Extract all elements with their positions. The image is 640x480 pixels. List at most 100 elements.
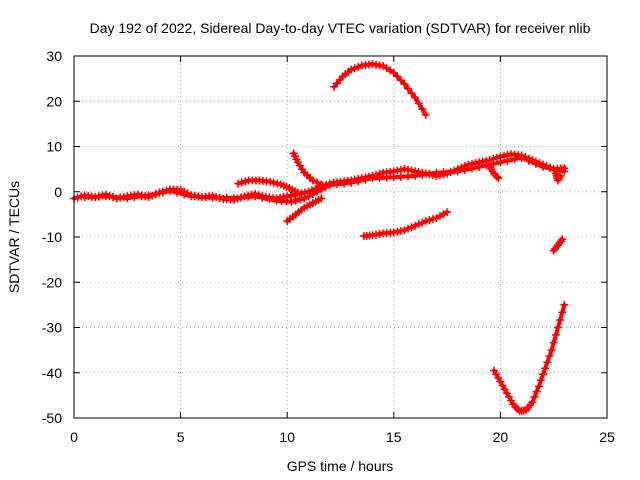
data-point xyxy=(269,178,278,187)
chart-title: Day 192 of 2022, Sidereal Day-to-day VTE… xyxy=(90,20,591,36)
data-point xyxy=(237,193,246,202)
data-point xyxy=(407,89,416,98)
data-point xyxy=(165,186,174,195)
data-point xyxy=(547,346,556,355)
data-point xyxy=(443,208,452,217)
data-point xyxy=(350,64,359,73)
data-point xyxy=(400,226,409,235)
data-point xyxy=(475,162,484,171)
data-point xyxy=(549,338,558,347)
data-point xyxy=(558,235,567,244)
data-point xyxy=(208,193,217,202)
data-point xyxy=(151,189,160,198)
data-point xyxy=(492,153,501,162)
data-point xyxy=(317,180,326,189)
series-dip-19-8 xyxy=(485,162,503,183)
x-tick-label: 25 xyxy=(599,429,615,445)
data-point xyxy=(393,227,402,236)
data-point xyxy=(73,193,82,202)
data-point xyxy=(332,180,341,189)
ticks: 0 5 10 15 20 25 -50 -40 -30 -20 -10 0 10 20 30 xyxy=(42,48,615,445)
data-point xyxy=(287,197,296,206)
data-point xyxy=(467,164,476,173)
data-point xyxy=(517,153,526,162)
data-point xyxy=(411,171,420,180)
data-point xyxy=(266,177,275,186)
data-point xyxy=(539,162,548,171)
x-axis-label: GPS time / hours xyxy=(287,458,394,474)
y-tick-label: 20 xyxy=(46,93,62,109)
data-point xyxy=(534,382,543,391)
data-point xyxy=(244,192,253,201)
data-point xyxy=(180,190,189,199)
y-tick-label: -30 xyxy=(42,320,62,336)
data-point xyxy=(293,188,302,197)
data-point xyxy=(265,195,274,204)
data-point xyxy=(340,179,349,188)
data-point xyxy=(425,169,434,178)
data-point xyxy=(421,217,430,226)
data-point xyxy=(158,188,167,197)
y-tick-label: 30 xyxy=(46,48,62,64)
data-point xyxy=(553,323,562,332)
data-point xyxy=(116,193,125,202)
y-tick-label: 10 xyxy=(46,139,62,155)
data-point xyxy=(123,194,132,203)
data-point xyxy=(400,165,409,174)
data-point xyxy=(524,156,533,165)
series-small-segment xyxy=(549,235,567,255)
data-point xyxy=(354,62,363,71)
data-point xyxy=(418,170,427,179)
series-main-trace-2 xyxy=(80,153,569,206)
data-point xyxy=(418,218,427,227)
data-point xyxy=(496,158,505,167)
data-point xyxy=(308,190,317,199)
series-upper-arc xyxy=(330,60,430,119)
data-point xyxy=(545,352,554,361)
data-point xyxy=(173,188,182,197)
data-point xyxy=(396,165,405,174)
data-point xyxy=(393,72,402,81)
data-point xyxy=(273,179,282,188)
x-tick-label: 15 xyxy=(386,429,402,445)
data-layer xyxy=(70,60,569,416)
data-point xyxy=(389,228,398,237)
data-point xyxy=(543,358,552,367)
data-point xyxy=(109,192,118,201)
data-point xyxy=(400,80,409,89)
data-point xyxy=(558,308,567,317)
data-point xyxy=(536,376,545,385)
data-point xyxy=(418,105,427,114)
data-point xyxy=(414,99,423,108)
series-line xyxy=(492,302,567,414)
data-point xyxy=(404,224,413,233)
y-tick-label: -50 xyxy=(42,410,62,426)
data-point xyxy=(317,194,326,203)
series-mid-drift xyxy=(359,208,452,241)
data-point xyxy=(453,167,462,176)
data-point xyxy=(295,195,304,204)
data-point xyxy=(556,315,565,324)
data-point xyxy=(382,173,391,182)
data-point xyxy=(494,174,503,183)
data-point xyxy=(546,164,555,173)
x-tick-label: 10 xyxy=(279,429,295,445)
series-branch-diagonal xyxy=(289,149,330,191)
data-point xyxy=(432,168,441,177)
data-point xyxy=(325,180,334,189)
data-point xyxy=(144,191,153,200)
data-point xyxy=(251,192,260,201)
data-point xyxy=(421,110,430,119)
data-point xyxy=(539,370,548,379)
x-tick-label: 20 xyxy=(493,429,509,445)
data-point xyxy=(308,176,317,185)
data-point xyxy=(560,167,569,176)
data-point xyxy=(407,223,416,232)
data-point xyxy=(460,165,469,174)
data-point xyxy=(229,194,238,203)
data-point xyxy=(201,193,210,202)
data-point xyxy=(291,196,300,205)
data-point xyxy=(530,392,539,401)
